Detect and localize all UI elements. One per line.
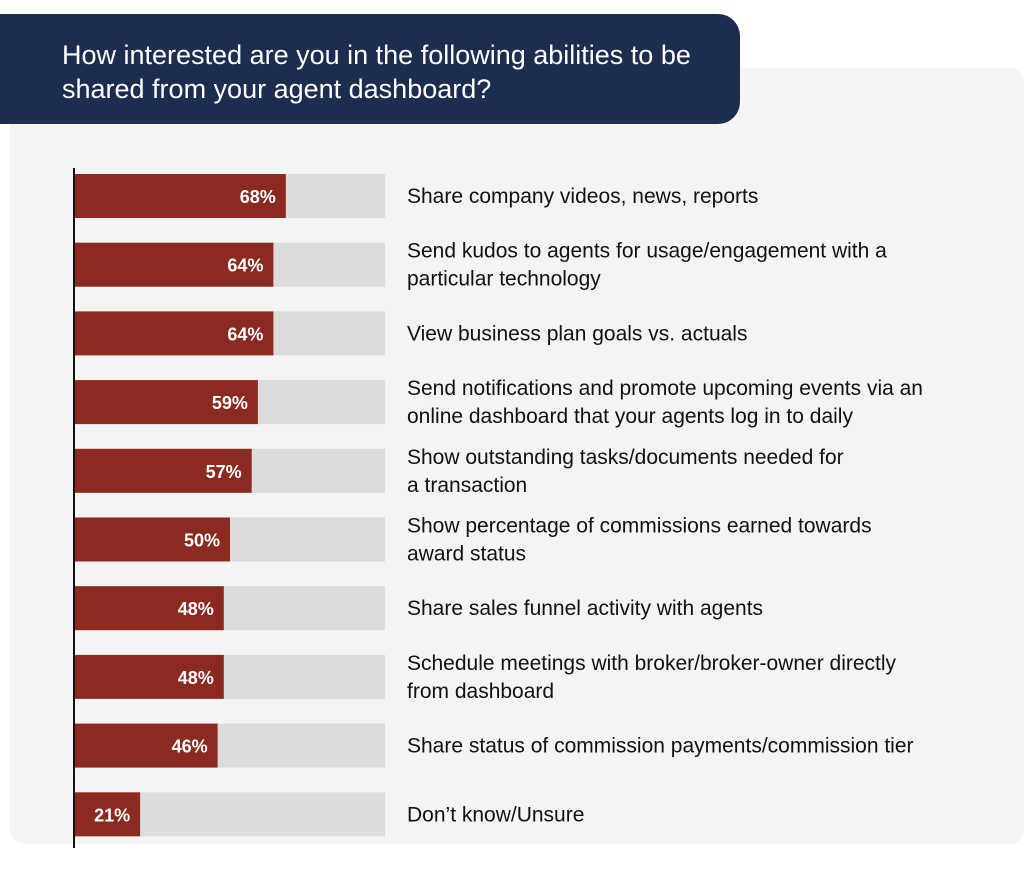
category-label: Send kudos to agents for usage/engagemen… bbox=[407, 240, 887, 291]
bar bbox=[75, 586, 224, 631]
category-label-line: Don’t know/Unsure bbox=[407, 803, 584, 826]
category-label: Send notifications and promote upcoming … bbox=[407, 377, 923, 428]
bar-value-label: 48% bbox=[178, 668, 214, 688]
category-label-line: View business plan goals vs. actuals bbox=[407, 322, 747, 345]
bar bbox=[75, 517, 230, 562]
bar-value-label: 50% bbox=[184, 531, 220, 551]
bar bbox=[75, 311, 274, 356]
category-label-line: particular technology bbox=[407, 268, 601, 291]
bar bbox=[75, 242, 274, 287]
category-label-line: Show outstanding tasks/documents needed … bbox=[407, 446, 844, 469]
bar bbox=[75, 380, 258, 425]
category-label-line: Share sales funnel activity with agents bbox=[407, 597, 763, 620]
category-label-line: Send kudos to agents for usage/engagemen… bbox=[407, 240, 887, 263]
bar-value-label: 64% bbox=[227, 324, 263, 344]
bar bbox=[75, 654, 224, 699]
category-label-line: Send notifications and promote upcoming … bbox=[407, 377, 923, 400]
bar-value-label: 57% bbox=[206, 462, 242, 482]
bar-value-label: 64% bbox=[227, 256, 263, 276]
category-label: Share company videos, news, reports bbox=[407, 185, 758, 208]
bar-value-label: 46% bbox=[172, 737, 208, 757]
category-label: Share sales funnel activity with agents bbox=[407, 597, 763, 620]
category-label: Share status of commission payments/comm… bbox=[407, 735, 914, 758]
category-label: Schedule meetings with broker/broker-own… bbox=[407, 652, 897, 703]
chart-title: How interested are you in the following … bbox=[62, 40, 691, 104]
bar bbox=[75, 448, 252, 493]
category-label-line: Share company videos, news, reports bbox=[407, 185, 758, 208]
bar bbox=[75, 174, 286, 218]
bar-value-label: 48% bbox=[178, 599, 214, 619]
category-label-line: award status bbox=[407, 543, 526, 566]
bar bbox=[75, 792, 141, 837]
bar bbox=[75, 723, 218, 768]
category-label: View business plan goals vs. actuals bbox=[407, 322, 747, 345]
category-label-line: from dashboard bbox=[407, 680, 554, 703]
category-label-line: a transaction bbox=[407, 474, 527, 497]
bar-value-label: 59% bbox=[212, 393, 248, 413]
category-label: Show outstanding tasks/documents needed … bbox=[407, 446, 844, 497]
category-label-line: Share status of commission payments/comm… bbox=[407, 735, 914, 758]
bar-value-label: 21% bbox=[94, 805, 130, 825]
category-label-line: Show percentage of commissions earned to… bbox=[407, 515, 872, 538]
category-label: Don’t know/Unsure bbox=[407, 803, 584, 826]
category-label-line: Schedule meetings with broker/broker-own… bbox=[407, 652, 897, 675]
bar-value-label: 68% bbox=[240, 187, 276, 207]
title-banner: How interested are you in the following … bbox=[0, 14, 740, 124]
category-label: Show percentage of commissions earned to… bbox=[407, 515, 872, 566]
category-label-line: online dashboard that your agents log in… bbox=[407, 405, 853, 428]
